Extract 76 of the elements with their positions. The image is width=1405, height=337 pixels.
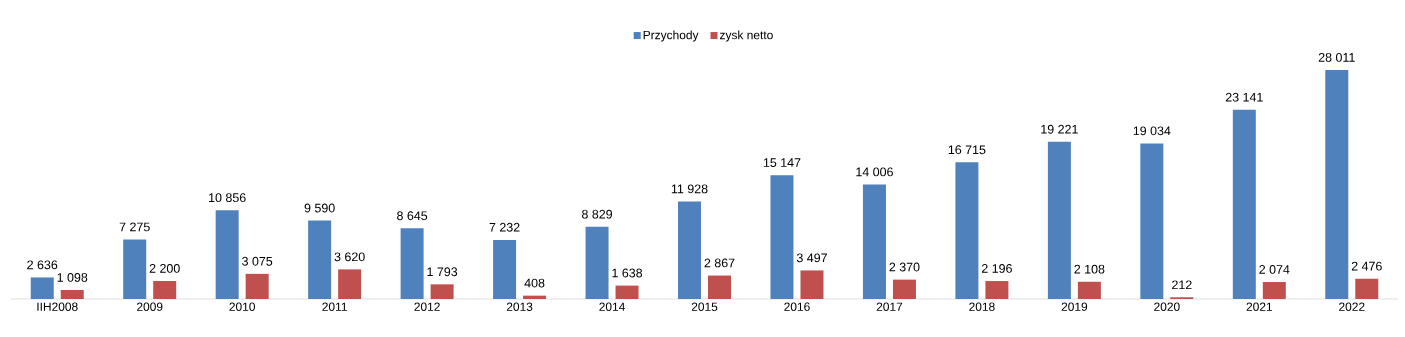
data-label: 3 075 (242, 256, 273, 266)
data-label: 2 370 (889, 262, 920, 272)
x-tick-label: 2012 (414, 302, 440, 311)
data-label: 16 715 (948, 145, 986, 155)
bar (985, 281, 1009, 299)
data-label: 2 196 (981, 264, 1012, 273)
bar (800, 270, 824, 299)
data-label: 19 034 (1133, 126, 1171, 136)
bar (1262, 282, 1286, 299)
bar (308, 220, 332, 299)
bar (493, 239, 517, 299)
bar (30, 277, 54, 299)
bar (892, 279, 916, 299)
bar (60, 290, 84, 299)
data-label: 2 636 (27, 260, 58, 270)
bar (678, 201, 702, 299)
bar (123, 239, 147, 299)
bar (1077, 281, 1101, 299)
x-tick-label: 2011 (322, 302, 347, 311)
data-label: 19 221 (1041, 124, 1078, 134)
data-label: 3 497 (796, 253, 827, 263)
x-tick-label: IIH2008 (37, 302, 78, 311)
x-tick-label: 2009 (137, 302, 163, 311)
bar (1355, 278, 1379, 299)
data-label: 15 147 (763, 158, 801, 167)
x-tick-label: 2019 (1061, 302, 1088, 311)
data-label: 1 793 (427, 267, 458, 277)
bar (708, 275, 732, 299)
data-label: 28 011 (1318, 52, 1355, 62)
data-label: 10 856 (209, 193, 246, 203)
bar (955, 162, 979, 299)
data-label: 8 829 (582, 209, 613, 219)
bar (1232, 109, 1256, 299)
bar (770, 175, 794, 299)
bar (245, 273, 269, 299)
x-tick-label: 2010 (229, 302, 255, 311)
data-label: 7 275 (119, 222, 150, 232)
x-tick-label: 2018 (969, 302, 995, 311)
bar (338, 269, 362, 299)
data-label: 9 590 (304, 203, 335, 213)
data-label: 212 (1172, 280, 1192, 290)
data-label: 3 620 (334, 252, 365, 262)
bar (430, 284, 454, 299)
data-label: 2 074 (1259, 265, 1290, 274)
data-label: 2 108 (1074, 264, 1105, 274)
x-tick-label: 2013 (506, 302, 533, 311)
bar (1047, 141, 1071, 299)
data-label: 408 (524, 278, 545, 288)
data-label: 2 476 (1351, 261, 1382, 271)
legend-label: zysk netto (719, 30, 773, 42)
data-label: 7 232 (489, 222, 520, 232)
data-label: 1 638 (612, 268, 643, 278)
x-tick-label: 2021 (1246, 302, 1273, 311)
data-label: 11 928 (671, 184, 708, 194)
bar (523, 295, 547, 299)
bar (585, 226, 609, 299)
bar (615, 285, 639, 299)
data-label: 8 645 (397, 211, 428, 221)
x-tick-label: 2014 (599, 302, 625, 311)
bar (862, 184, 886, 299)
bar (215, 210, 239, 299)
data-label: 1 098 (57, 273, 88, 282)
x-tick-label: 2017 (876, 302, 903, 311)
x-tick-label: 2022 (1339, 302, 1365, 311)
bar (153, 281, 177, 299)
x-tick-label: 2015 (691, 302, 718, 311)
x-tick-label: 2020 (1154, 302, 1180, 311)
data-label: 23 141 (1225, 92, 1263, 102)
data-label: 2 200 (149, 264, 180, 273)
legend-label: Przychody (643, 30, 699, 42)
bar (1140, 143, 1164, 299)
data-label: 2 867 (704, 258, 735, 268)
x-tick-label: 2016 (784, 302, 810, 311)
data-label: 14 006 (856, 167, 893, 177)
bar (1325, 70, 1349, 299)
bar (400, 228, 424, 299)
